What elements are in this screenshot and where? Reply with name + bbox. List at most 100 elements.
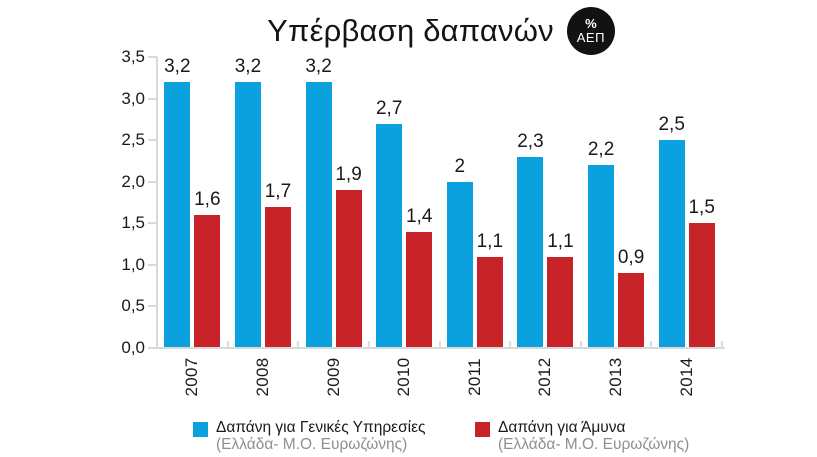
bar-slot-general-services-2012: 2,3 [517, 57, 544, 348]
legend-sublabel-general-services: (Ελλάδα- Μ.Ο. Ευρωζώνης) [216, 436, 408, 453]
bar-general-services-2013 [588, 165, 615, 348]
legend-label-general-services: Δαπάνη για Γενικές Υπηρεσίες [216, 419, 426, 436]
bar-slot-defense-2008: 1,7 [265, 57, 291, 348]
y-axis-ticks [148, 56, 157, 349]
bar-general-services-2010 [376, 123, 403, 348]
value-label-general-services-2012: 2,3 [517, 130, 544, 152]
bar-defense-2007 [194, 214, 221, 348]
bar-defense-2010 [406, 231, 433, 348]
chart-header: Υπέρβαση δαπανών % ΑΕΠ [65, 7, 817, 55]
legend-swatch-blue [193, 422, 208, 437]
y-axis-label: 1,5 [121, 213, 145, 233]
bar-defense-2012 [547, 256, 574, 348]
value-label-general-services-2011: 2 [454, 155, 466, 177]
x-axis-line [156, 347, 725, 349]
legend-swatch-red [475, 422, 490, 437]
bar-slot-general-services-2010: 2,7 [376, 57, 402, 348]
y-axis-labels: 3,5 3,0 2,5 2,0 1,5 1,0 0,5 0,0 [0, 47, 145, 357]
x-axis-tick [650, 341, 653, 348]
x-axis-label-2009: 2009 [323, 357, 343, 397]
x-axis-tick [226, 341, 229, 348]
x-axis-tick [509, 341, 512, 348]
y-axis-label: 1,0 [121, 254, 145, 274]
bar-group-2013: 2,2 0,9 2013 [581, 57, 652, 396]
legend-sublabel-defense: (Ελλάδα- Μ.Ο. Ευρωζώνης) [498, 436, 690, 453]
y-axis-tick [148, 56, 157, 58]
bar-group-2007: 3,2 1,6 2007 [157, 55, 228, 397]
bar-defense-2011 [476, 256, 503, 348]
y-axis-label: 3,5 [121, 47, 145, 66]
bar-slot-defense-2010: 1,4 [406, 57, 432, 348]
bar-group-2012: 2,3 1,1 2012 [510, 57, 581, 397]
y-axis-label: 2,5 [121, 130, 145, 150]
bar-general-services-2012 [517, 156, 544, 348]
y-axis-tick [148, 180, 157, 183]
y-axis-tick [148, 263, 157, 266]
bar-slot-general-services-2014: 2,5 [658, 57, 685, 348]
legend-item-defense: Δαπάνη για Άμυνα (Ελλάδα- Μ.Ο. Ευρωζώνης… [475, 419, 689, 453]
bar-slot-general-services-2008: 3,2 [234, 55, 262, 348]
x-axis-label-2012: 2012 [535, 357, 555, 397]
value-label-general-services-2010: 2,7 [375, 97, 403, 119]
value-label-general-services-2008: 3,2 [234, 55, 262, 77]
x-axis-label-2013: 2013 [606, 357, 626, 397]
bar-slot-general-services-2007: 3,2 [164, 55, 191, 348]
bar-slot-general-services-2009: 3,2 [305, 55, 332, 348]
bar-slot-defense-2011: 1,1 [477, 57, 503, 348]
y-axis-tick [148, 222, 157, 225]
bar-slot-defense-2014: 1,5 [688, 57, 715, 348]
bar-group-2008: 3,2 1,7 2008 [228, 55, 299, 397]
value-label-general-services-2013: 2,2 [587, 139, 615, 161]
value-label-defense-2010: 1,4 [405, 205, 433, 227]
bar-group-2010: 2,7 1,4 2010 [369, 57, 440, 397]
bar-general-services-2009 [305, 81, 332, 348]
x-axis-tick [297, 341, 300, 348]
y-axis-label: 2,0 [121, 171, 145, 191]
bar-defense-2014 [688, 223, 715, 348]
y-axis-tick [148, 139, 157, 142]
y-axis-label: 3,0 [121, 88, 145, 108]
y-axis-label: 0,5 [121, 296, 145, 316]
value-label-defense-2009: 1,9 [335, 164, 362, 186]
badge-unit-label: ΑΕΠ [576, 30, 605, 45]
chart-title: Υπέρβαση δαπανών [267, 13, 554, 48]
value-label-defense-2011: 1,1 [476, 230, 504, 252]
bar-defense-2013 [618, 273, 645, 348]
bar-defense-2009 [335, 190, 362, 348]
value-label-defense-2014: 1,5 [688, 197, 715, 219]
x-axis-tick [438, 341, 441, 348]
bar-slot-defense-2012: 1,1 [547, 57, 574, 348]
bar-general-services-2014 [658, 140, 685, 348]
bar-group-2011: 2 1,1 2011 [440, 57, 511, 396]
x-axis-label-2011: 2011 [464, 358, 484, 396]
x-axis-label-2014: 2014 [676, 357, 696, 397]
value-label-defense-2013: 0,9 [617, 247, 645, 269]
value-label-general-services-2007: 3,2 [164, 55, 191, 77]
y-axis-label: 0,0 [121, 338, 145, 357]
x-axis-label-2007: 2007 [182, 357, 202, 397]
badge-percent-icon: % [585, 16, 597, 31]
legend-label-defense: Δαπάνη για Άμυνα [498, 419, 626, 436]
bar-slot-defense-2009: 1,9 [335, 57, 362, 348]
y-axis-tick [148, 347, 157, 349]
bar-slot-defense-2013: 0,9 [618, 57, 644, 348]
x-axis-tick [367, 341, 370, 348]
value-label-general-services-2014: 2,5 [658, 114, 685, 136]
percent-gdp-badge: % ΑΕΠ [566, 7, 615, 55]
bar-general-services-2011 [446, 181, 473, 348]
y-axis-line [156, 57, 158, 348]
bar-general-services-2008 [234, 81, 261, 348]
bar-slot-general-services-2013: 2,2 [588, 57, 614, 348]
value-label-defense-2012: 1,1 [547, 230, 574, 252]
x-axis-tick [721, 341, 723, 348]
value-label-general-services-2009: 3,2 [305, 55, 332, 77]
bar-group-2014: 2,5 1,5 2014 [651, 57, 722, 396]
y-axis-tick [148, 97, 157, 100]
plot-area: 3,2 1,6 2007 3,2 1,7 2008 3,2 1,9 2009 2,7 1,4 2010… [157, 55, 722, 397]
x-axis-tick [579, 341, 582, 348]
bar-group-2009: 3,2 1,9 2009 [298, 55, 369, 397]
legend-item-general-services: Δαπάνη για Γενικές Υπηρεσίες (Ελλάδα- Μ.… [193, 419, 425, 453]
bar-slot-general-services-2011: 2 [446, 57, 473, 348]
bar-general-services-2007 [164, 81, 191, 348]
